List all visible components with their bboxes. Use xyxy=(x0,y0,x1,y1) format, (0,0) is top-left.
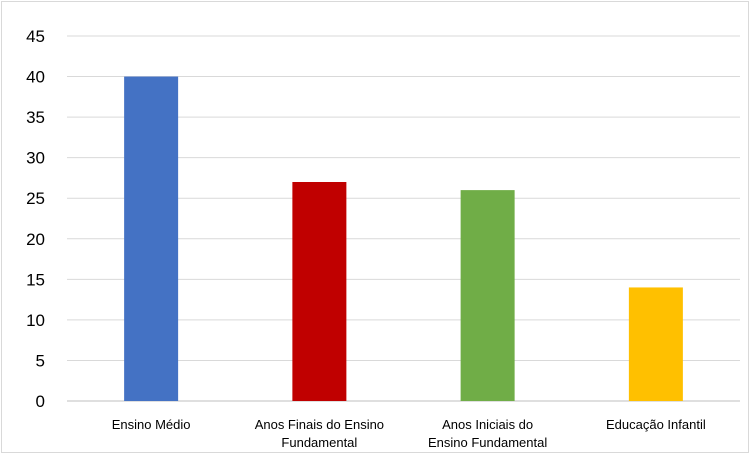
bar xyxy=(628,287,683,401)
y-tick-label: 15 xyxy=(26,270,45,289)
y-tick-label: 20 xyxy=(26,230,45,249)
y-tick-label: 35 xyxy=(26,108,45,127)
y-tick-label: 30 xyxy=(26,149,45,168)
y-tick-label: 0 xyxy=(36,392,45,411)
x-tick-label: Anos Finais do Ensino xyxy=(255,417,384,432)
x-tick-label: Anos Iniciais do xyxy=(442,417,533,432)
x-tick-label: Ensino Médio xyxy=(112,417,191,432)
bar xyxy=(460,190,515,401)
x-tick-label: Fundamental xyxy=(281,435,357,450)
bar xyxy=(292,182,347,401)
gridlines xyxy=(67,35,740,402)
y-tick-label: 5 xyxy=(36,351,45,370)
y-tick-label: 10 xyxy=(26,311,45,330)
bars xyxy=(124,76,683,402)
x-axis: Ensino Médio Anos Finais do Ensino Fundame… xyxy=(112,417,706,450)
x-tick-label: Educação Infantil xyxy=(606,417,706,432)
x-tick-label: Ensino Fundamental xyxy=(428,435,547,450)
y-tick-label: 45 xyxy=(26,27,45,46)
bar xyxy=(124,76,179,402)
y-axis: 0 5 10 15 20 25 30 35 40 45 xyxy=(26,27,45,411)
y-tick-label: 25 xyxy=(26,189,45,208)
y-tick-label: 40 xyxy=(26,68,45,87)
